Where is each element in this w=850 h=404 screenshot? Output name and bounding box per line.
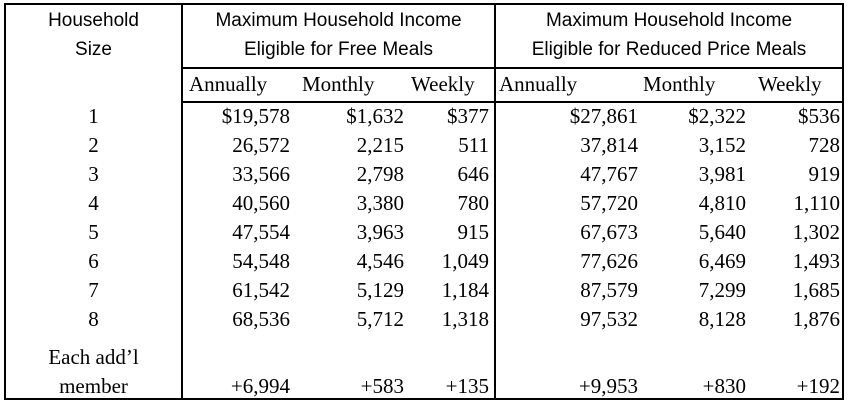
row-value-reduced-weekly: $536 [798,104,840,128]
row-value-reduced-monthly: 6,469 [698,249,746,273]
row-value-reduced-weekly: 1,110 [793,191,840,215]
header-household-size: Household Size [6,9,181,62]
row-value-free-monthly: 3,963 [356,220,404,244]
header-reduced-line2: Eligible for Reduced Price Meals [531,39,807,60]
row-value-reduced-annually: 47,767 [580,162,638,186]
row-value-reduced-monthly: 3,981 [698,162,746,186]
row-value-free-monthly: $1,632 [346,104,404,128]
additional-member-label: Each add’l member [6,345,181,398]
additional-reduced-weekly: +192 [796,374,840,398]
row-value-reduced-weekly: 1,685 [792,278,840,302]
additional-label-line2: member [59,374,128,398]
row-value-free-weekly: $377 [447,104,489,128]
row-value-free-annually: 61,542 [232,278,290,302]
column-divider-free-reduced [494,5,496,398]
row-value-free-weekly: 1,318 [441,307,489,331]
header-free-line1: Maximum Household Income [215,10,462,31]
subheader-free-annually: Annually [189,72,268,96]
row-value-reduced-weekly: 1,302 [792,220,840,244]
additional-free-annually: +6,994 [230,374,290,398]
header-reduced-line1: Maximum Household Income [545,10,793,31]
row-value-free-monthly: 3,380 [356,191,404,215]
row-value-reduced-annually: 77,626 [580,249,638,273]
subheader-reduced-annually: Annually [499,72,578,96]
additional-reduced-annually: +9,953 [578,374,638,398]
row-value-free-annually: 26,572 [232,133,290,157]
header-divider [181,67,842,69]
row-value-reduced-weekly: 919 [808,162,841,186]
row-value-reduced-weekly: 1,876 [792,307,840,331]
row-value-free-annually: 40,560 [232,191,290,215]
row-value-free-weekly: 1,049 [441,249,489,273]
header-reduced-meals: Maximum Household Income Eligible for Re… [496,9,842,62]
row-value-free-monthly: 5,712 [356,307,404,331]
row-value-reduced-annually: 87,579 [580,278,638,302]
row-household-size: 6 [88,249,99,273]
row-value-free-annually: 68,536 [232,307,290,331]
row-value-free-weekly: 511 [458,133,489,157]
row-value-reduced-monthly: 3,152 [698,133,746,157]
row-household-size: 7 [88,278,99,302]
row-household-size: 8 [88,307,99,331]
row-value-reduced-weekly: 728 [808,133,841,157]
row-household-size: 2 [88,133,99,157]
row-household-size: 5 [88,220,99,244]
row-value-reduced-annually: 67,673 [580,220,638,244]
subheader-free-weekly: Weekly [411,72,475,96]
row-value-free-monthly: 5,129 [356,278,404,302]
row-value-reduced-weekly: 1,493 [792,249,840,273]
header-size-line1: Household [48,10,139,31]
additional-label-line1: Each add’l [48,345,139,369]
row-value-reduced-annually: 37,814 [580,133,638,157]
row-value-free-weekly: 1,184 [441,278,489,302]
additional-free-monthly: +583 [360,374,404,398]
header-size-line2: Size [75,39,112,60]
header-free-meals: Maximum Household Income Eligible for Fr… [183,9,494,62]
row-value-free-annually: $19,578 [221,104,290,128]
row-value-reduced-annually: 57,720 [580,191,638,215]
row-value-free-monthly: 2,215 [356,133,404,157]
income-eligibility-table: Household Size Maximum Household Income … [4,3,844,400]
row-value-free-weekly: 915 [457,220,490,244]
subheader-divider [181,101,842,103]
column-divider-size [181,5,183,398]
row-value-reduced-monthly: $2,322 [688,104,746,128]
row-household-size: 1 [88,104,99,128]
row-value-reduced-monthly: 4,810 [698,191,746,215]
row-value-free-monthly: 4,546 [356,249,404,273]
row-household-size: 4 [88,191,99,215]
subheader-free-monthly: Monthly [302,72,375,96]
row-value-free-monthly: 2,798 [356,162,404,186]
subheader-reduced-weekly: Weekly [758,72,822,96]
header-free-line2: Eligible for Free Meals [243,39,434,60]
row-value-reduced-annually: 97,532 [580,307,638,331]
additional-reduced-monthly: +830 [702,374,746,398]
row-value-free-annually: 54,548 [232,249,290,273]
row-household-size: 3 [88,162,99,186]
row-value-reduced-monthly: 8,128 [698,307,746,331]
subheader-reduced-monthly: Monthly [643,72,716,96]
row-value-free-weekly: 646 [457,162,490,186]
row-value-reduced-annually: $27,861 [569,104,638,128]
row-value-reduced-monthly: 5,640 [698,220,746,244]
row-value-reduced-monthly: 7,299 [698,278,746,302]
row-value-free-annually: 47,554 [232,220,290,244]
row-value-free-annually: 33,566 [232,162,290,186]
additional-free-weekly: +135 [445,374,489,398]
row-value-free-weekly: 780 [457,191,490,215]
